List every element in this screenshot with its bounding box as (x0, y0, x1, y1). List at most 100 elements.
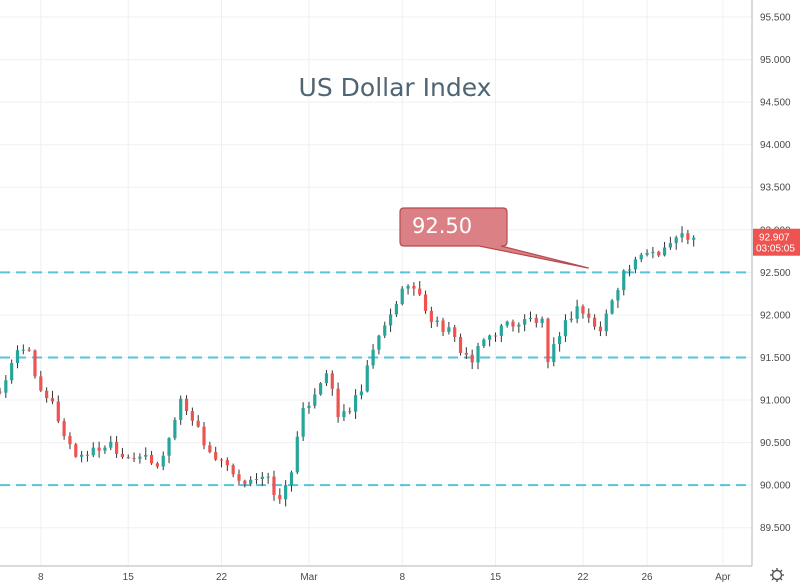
candle-up (319, 383, 323, 395)
x-tick-label: 22 (577, 572, 589, 583)
candle-up (167, 438, 171, 456)
y-tick-label: 95.500 (760, 13, 791, 24)
candle-up (552, 344, 556, 363)
candle-down (546, 318, 550, 363)
candle-up (528, 317, 533, 320)
candle-up (662, 247, 667, 256)
candle-down (470, 354, 474, 363)
support-resistance-lines (0, 271, 752, 487)
y-tick-label: 92.000 (760, 310, 791, 321)
candle-up (377, 335, 381, 350)
candle-down (587, 313, 591, 318)
y-tick-label: 90.000 (760, 481, 791, 492)
candle-down (56, 401, 60, 422)
candle-up (604, 313, 608, 332)
candle-up (575, 306, 579, 319)
candle-down (219, 459, 224, 461)
candle-up (10, 363, 14, 381)
candle-up (639, 254, 643, 260)
candle-up (144, 454, 148, 457)
candle-up (499, 325, 503, 336)
candle-down (534, 317, 538, 323)
candle-up (307, 405, 311, 409)
candle-up (447, 327, 451, 332)
candle-down (155, 463, 159, 467)
candle-down (423, 294, 428, 311)
candle-down (453, 327, 457, 337)
candle-up (668, 243, 672, 248)
candle-down (272, 476, 276, 496)
last-price-box (753, 228, 800, 256)
x-tick-label: 26 (642, 572, 654, 583)
candle-down (330, 373, 334, 389)
y-tick-label: 94.000 (760, 140, 791, 151)
x-tick-label: 15 (123, 572, 135, 583)
candle-up (394, 304, 399, 315)
candle-up (674, 237, 678, 244)
candle-down (441, 320, 445, 332)
candle-down (458, 336, 463, 353)
candle-up (266, 476, 270, 478)
candle-up (324, 373, 329, 384)
grid (0, 0, 752, 566)
candle-up (80, 454, 84, 457)
chart-title: US Dollar Index (299, 73, 492, 102)
candle-down (120, 453, 125, 458)
candle-down (429, 310, 433, 322)
price-callout: 92.50 (399, 207, 589, 269)
candle-down (74, 444, 78, 457)
candle-up (651, 251, 655, 253)
candle-up (15, 350, 20, 364)
x-tick-label: 15 (490, 572, 502, 583)
candle-down (237, 474, 241, 481)
candle-up (680, 233, 684, 238)
x-tick-label: 8 (399, 572, 405, 583)
candle-down (27, 349, 31, 351)
candle-down (149, 454, 154, 464)
candlestick-series (0, 226, 696, 507)
candle-down (493, 335, 498, 337)
candle-up (610, 300, 614, 314)
candle-down (464, 352, 468, 355)
candle-up (359, 391, 364, 396)
candle-up (505, 321, 509, 326)
settings-icon[interactable] (770, 568, 784, 582)
y-tick-label: 89.500 (760, 523, 791, 534)
y-tick-label: 91.500 (760, 353, 791, 364)
candle-up (633, 259, 638, 270)
candle-down (45, 390, 49, 399)
candle-down (657, 251, 661, 256)
candle-up (371, 349, 375, 366)
candle-up (400, 288, 404, 305)
candle-down (231, 465, 235, 475)
candle-up (476, 346, 480, 363)
candle-down (190, 411, 194, 421)
candle-up (301, 408, 305, 437)
candle-up (482, 339, 486, 347)
last-price-value: 92.907 (759, 233, 790, 244)
candle-up (563, 320, 568, 337)
candle-up (249, 479, 253, 484)
candle-down (581, 306, 585, 314)
candle-up (388, 314, 393, 326)
candle-up (254, 479, 259, 481)
candle-up (365, 365, 369, 392)
candle-up (138, 456, 142, 459)
candle-down (0, 391, 2, 393)
candle-up (645, 252, 649, 255)
candle-down (686, 233, 690, 240)
candle-down (278, 495, 282, 500)
x-tick-label: 22 (216, 572, 228, 583)
candle-down (97, 447, 101, 451)
candle-up (627, 269, 632, 271)
candle-up (622, 270, 626, 291)
candle-down (33, 350, 37, 377)
candle-down (196, 420, 200, 427)
candle-up (313, 394, 317, 406)
candle-down (243, 480, 247, 484)
candle-up (517, 324, 521, 327)
y-tick-label: 93.500 (760, 183, 791, 194)
candle-up (4, 380, 8, 393)
